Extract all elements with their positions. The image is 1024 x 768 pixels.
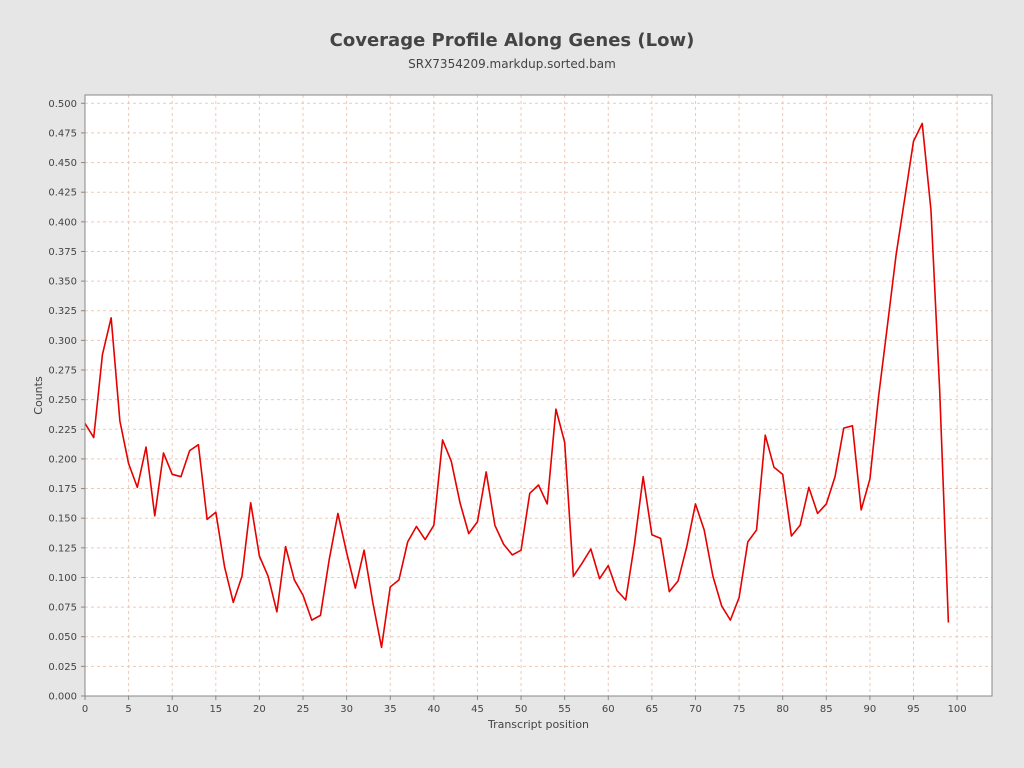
plot-border bbox=[84, 94, 993, 697]
y-tick-label: 0.200 bbox=[48, 454, 77, 465]
x-tick-label: 95 bbox=[907, 704, 920, 715]
gridlines bbox=[84, 95, 992, 697]
y-tick-label: 0.300 bbox=[48, 336, 77, 347]
x-tick-label: 25 bbox=[297, 704, 310, 715]
x-tick-label: 50 bbox=[515, 704, 528, 715]
y-tick-label: 0.375 bbox=[48, 247, 77, 258]
x-axis-label: Transcript position bbox=[487, 718, 589, 731]
x-tick-label: 80 bbox=[776, 704, 789, 715]
x-tick-label: 30 bbox=[340, 704, 353, 715]
x-tick-label: 65 bbox=[646, 704, 659, 715]
x-tick-label: 0 bbox=[82, 704, 88, 715]
axes: 0.000 0.025 0.050 0.075 0.100 0.125 0.150 0.175… bbox=[48, 99, 966, 715]
chart-subtitle: SRX7354209.markdup.sorted.bam bbox=[408, 57, 616, 71]
x-tick-label: 75 bbox=[733, 704, 746, 715]
y-tick-label: 0.100 bbox=[48, 573, 77, 584]
y-tick-label: 0.275 bbox=[48, 366, 77, 377]
chart-title: Coverage Profile Along Genes (Low) bbox=[329, 30, 695, 51]
x-tick-label: 35 bbox=[384, 704, 397, 715]
series-layer bbox=[84, 122, 950, 649]
y-tick-label: 0.400 bbox=[48, 217, 77, 228]
y-tick-label: 0.325 bbox=[48, 306, 77, 317]
y-tick-label: 0.475 bbox=[48, 128, 77, 139]
y-tick-label: 0.150 bbox=[48, 514, 77, 525]
series-line bbox=[84, 122, 950, 649]
x-tick-label: 20 bbox=[253, 704, 266, 715]
y-tick-label: 0.050 bbox=[48, 632, 77, 643]
x-tick-label: 90 bbox=[864, 704, 877, 715]
y-tick-label: 0.425 bbox=[48, 188, 77, 199]
x-tick-label: 40 bbox=[427, 704, 440, 715]
x-tick-label: 55 bbox=[558, 704, 571, 715]
x-tick-label: 5 bbox=[125, 704, 131, 715]
y-tick-label: 0.175 bbox=[48, 484, 77, 495]
x-tick-label: 70 bbox=[689, 704, 702, 715]
y-tick-label: 0.075 bbox=[48, 603, 77, 614]
x-tick-label: 45 bbox=[471, 704, 484, 715]
plot-area bbox=[85, 95, 992, 696]
x-tick-label: 100 bbox=[948, 704, 967, 715]
x-tick-label: 15 bbox=[209, 704, 222, 715]
y-tick-label: 0.025 bbox=[48, 662, 77, 673]
x-tick-label: 10 bbox=[166, 704, 179, 715]
y-tick-label: 0.450 bbox=[48, 158, 77, 169]
y-tick-label: 0.125 bbox=[48, 543, 77, 554]
y-axis-label: Counts bbox=[32, 376, 45, 415]
x-tick-label: 60 bbox=[602, 704, 615, 715]
y-tick-label: 0.250 bbox=[48, 395, 77, 406]
y-tick-label: 0.000 bbox=[48, 692, 77, 703]
y-tick-label: 0.350 bbox=[48, 277, 77, 288]
x-tick-label: 85 bbox=[820, 704, 833, 715]
y-tick-label: 0.500 bbox=[48, 99, 77, 110]
y-tick-label: 0.225 bbox=[48, 425, 77, 436]
